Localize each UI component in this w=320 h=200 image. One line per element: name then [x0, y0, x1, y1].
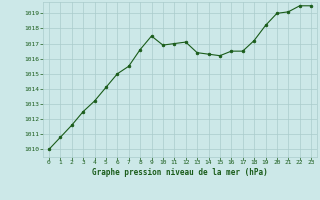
- X-axis label: Graphe pression niveau de la mer (hPa): Graphe pression niveau de la mer (hPa): [92, 168, 268, 177]
